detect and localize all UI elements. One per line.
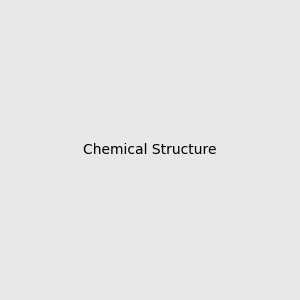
Text: Chemical Structure: Chemical Structure [83, 143, 217, 157]
